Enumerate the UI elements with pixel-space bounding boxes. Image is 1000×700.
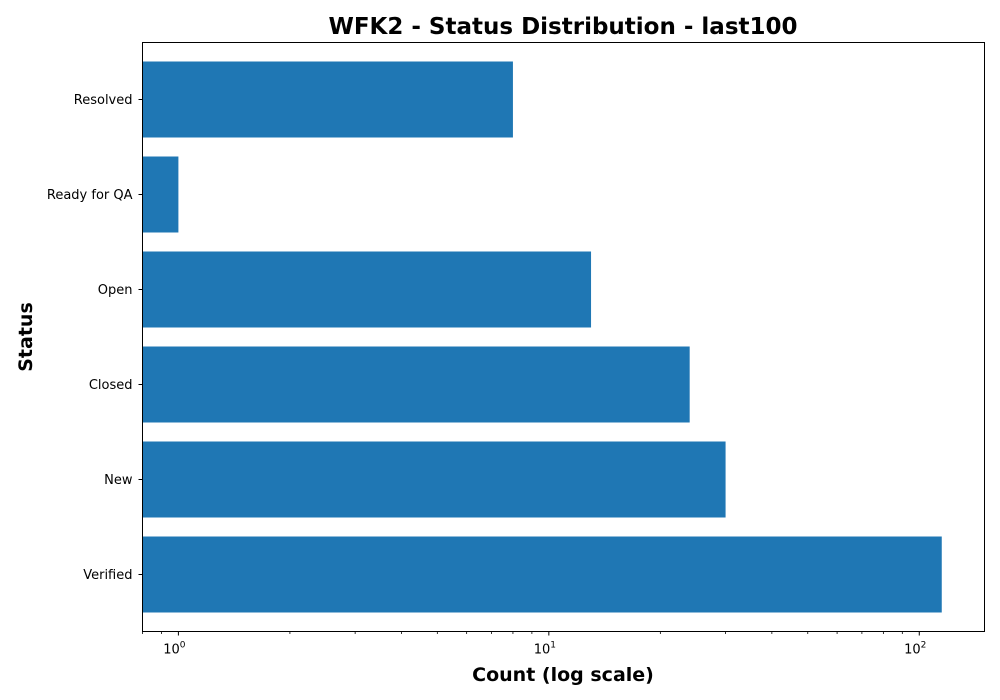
bar-ready-for-qa xyxy=(142,156,179,233)
x-tick-label: 100 xyxy=(163,641,186,658)
bar-closed xyxy=(142,346,690,423)
x-tick-label: 101 xyxy=(534,641,556,658)
y-tick-label-resolved: Resolved xyxy=(74,93,133,108)
x-axis-label: Count (log scale) xyxy=(472,664,654,686)
bars-group xyxy=(142,61,942,613)
y-tick-label-ready-for-qa: Ready for QA xyxy=(47,188,133,203)
chart-title: WFK2 - Status Distribution - last100 xyxy=(328,14,797,40)
bar-resolved xyxy=(142,61,513,138)
x-tick-label: 102 xyxy=(904,641,926,658)
y-ticks-group: Verified New Closed Open Ready for QA Resolve… xyxy=(47,93,143,583)
y-tick-label-new: New xyxy=(104,473,133,488)
bar-open xyxy=(142,251,592,328)
x-ticks-group: 100 101 102 xyxy=(142,631,926,658)
y-tick-label-closed: Closed xyxy=(89,378,133,393)
y-tick-label-open: Open xyxy=(98,283,133,298)
plot-frame xyxy=(142,42,985,632)
bar-verified xyxy=(142,536,942,613)
y-tick-label-verified: Verified xyxy=(83,568,132,583)
bar-new xyxy=(142,441,726,518)
y-axis-label: Status xyxy=(15,302,37,372)
